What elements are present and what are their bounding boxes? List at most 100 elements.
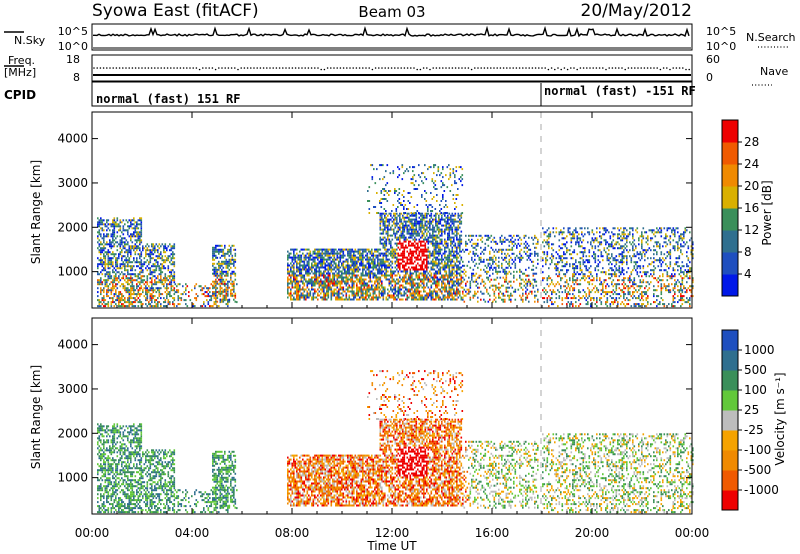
power-cell [498,266,500,269]
power-cell [442,184,444,187]
power-cell [498,282,500,285]
power-cell [198,285,201,288]
power-cell [293,296,295,299]
power-cell [492,268,494,271]
power-cell [399,262,401,265]
power-cell [415,188,417,190]
power-cell [456,230,458,233]
power-cell [457,242,460,245]
power-cell [421,274,424,277]
power-cell [221,287,223,290]
power-cell [299,268,301,271]
power-cell [146,295,149,298]
power-cell [303,282,306,285]
power-cell [218,278,220,281]
power-cell [424,236,427,239]
power-cell [173,277,176,280]
power-cell [403,234,406,237]
power-cell [426,214,428,217]
power-cell [348,254,351,257]
power-cell [472,242,475,245]
power-cell [121,283,123,286]
power-cell [330,264,333,267]
power-cell [231,258,234,261]
power-cell [363,250,366,253]
power-cell [406,224,409,227]
power-cell [418,226,421,229]
power-cell [327,254,330,257]
power-cell [350,290,352,293]
power-cell [98,273,101,276]
power-cell [112,257,114,260]
power-cell [152,263,155,266]
power-cell [195,293,198,296]
power-cell [403,226,406,229]
nave-dot [566,68,569,71]
power-cell [163,265,165,268]
power-cell [400,270,403,273]
power-cell [290,292,292,295]
power-cell [429,224,431,227]
power-cell [411,224,413,227]
power-cell [359,296,361,299]
power-cell [465,270,467,273]
power-cell [296,276,298,279]
power-cell [430,292,433,295]
power-cell [415,242,418,245]
power-cell [402,228,404,231]
power-cell [460,176,462,179]
nave-dot [170,67,172,69]
power-cell [293,292,295,295]
power-cell [104,281,107,284]
power-cell [372,298,375,301]
power-cell [122,299,125,302]
power-cell [107,277,110,280]
power-cell [375,266,378,269]
power-cell [396,278,398,281]
power-cell [128,273,131,276]
power-cell [385,274,388,277]
power-cell [134,305,137,308]
nave-dot [179,67,182,69]
power-cell [145,253,147,256]
nave-dot [320,68,323,71]
power-cell [230,274,232,277]
power-cell [421,196,423,198]
power-cell [164,243,167,246]
power-cell [350,248,352,251]
power-cell [366,286,369,289]
power-cell [348,268,351,271]
power-cell [300,280,303,283]
nave-dot [605,68,607,71]
power-cell [118,281,120,284]
power-cell [172,253,174,256]
nave-dot [275,67,278,69]
power-cell [480,298,482,301]
power-cell [172,269,174,272]
power-cell [432,276,434,279]
power-cell [332,276,334,279]
power-cell [130,223,132,226]
power-cell [118,299,120,302]
power-cell [173,303,176,306]
power-cell [483,284,485,287]
power-cell [224,252,226,255]
power-cell [107,273,110,276]
power-cell [139,255,141,258]
power-cell [377,264,379,267]
power-cell [330,292,333,295]
power-cell [403,246,406,249]
power-cell [402,280,404,283]
power-cell [317,298,319,301]
power-cell [378,290,381,293]
power-cell [142,303,144,306]
power-cell [414,222,416,225]
power-cell [402,216,404,219]
power-cell [397,194,399,196]
power-cell [366,248,369,251]
power-cell [474,246,476,249]
power-cell [425,204,428,206]
power-cell [436,224,439,227]
power-cell [378,282,381,285]
power-cell [457,220,460,223]
